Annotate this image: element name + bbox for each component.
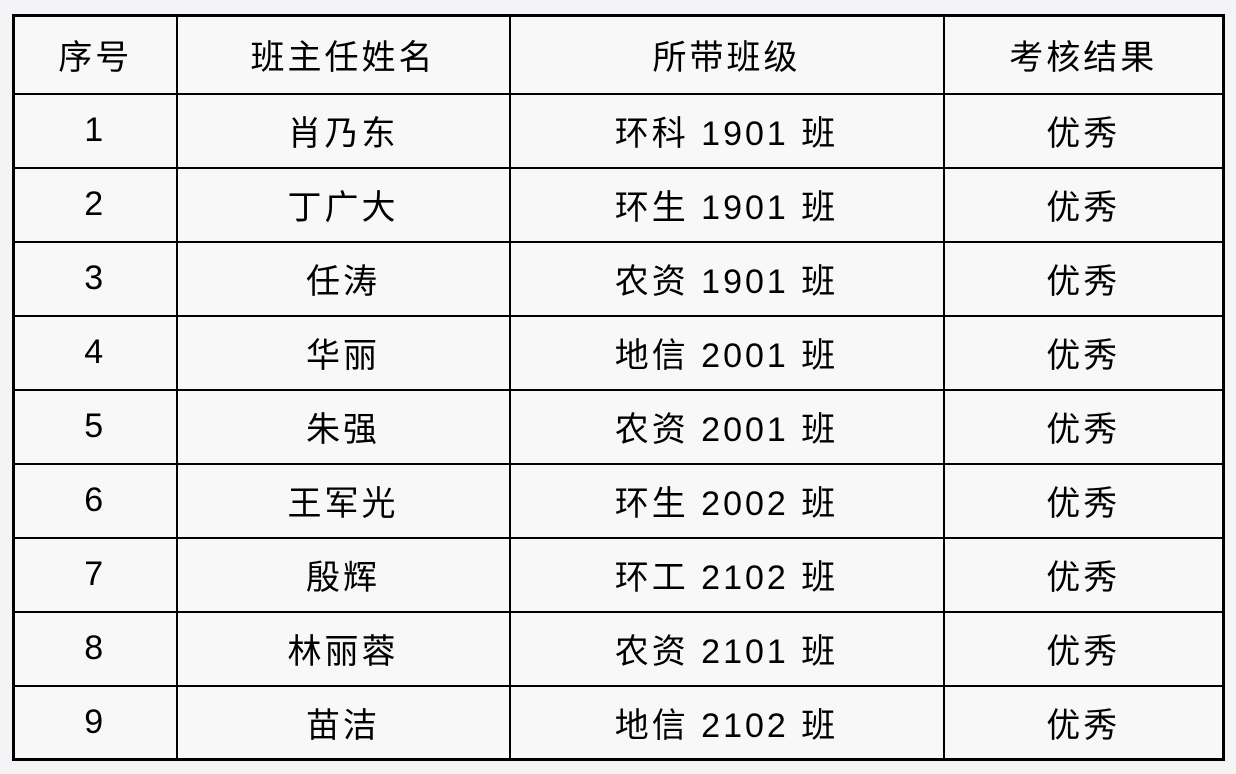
cell-teacher-name: 王军光 [175,462,511,539]
cell-result: 优秀 [942,462,1225,539]
cell-result: 优秀 [942,610,1225,687]
cell-class: 农资 1901 班 [508,240,945,317]
cell-index: 3 [12,240,178,317]
cell-index: 4 [12,314,178,391]
cell-class: 环科 1901 班 [508,92,945,169]
cell-result: 优秀 [942,536,1225,613]
cell-result: 优秀 [942,314,1225,391]
cell-class: 环工 2102 班 [508,536,945,613]
cell-teacher-name: 殷辉 [175,536,511,613]
cell-result: 优秀 [942,166,1225,243]
cell-index: 1 [12,92,178,169]
table-row: 1 肖乃东 环科 1901 班 优秀 [12,92,1225,169]
cell-result: 优秀 [942,92,1225,169]
cell-teacher-name: 肖乃东 [175,92,511,169]
header-cell-class: 所带班级 [508,14,945,95]
cell-teacher-name: 华丽 [175,314,511,391]
table-row: 3 任涛 农资 1901 班 优秀 [12,240,1225,317]
table-row: 8 林丽蓉 农资 2101 班 优秀 [12,610,1225,687]
cell-teacher-name: 任涛 [175,240,511,317]
cell-index: 7 [12,536,178,613]
cell-teacher-name: 朱强 [175,388,511,465]
cell-index: 6 [12,462,178,539]
cell-class: 地信 2001 班 [508,314,945,391]
assessment-results-table: 序号 班主任姓名 所带班级 考核结果 1 肖乃东 环科 1901 班 优秀 2 … [12,14,1225,761]
header-cell-result: 考核结果 [942,14,1225,95]
cell-teacher-name: 苗洁 [175,684,511,761]
cell-result: 优秀 [942,240,1225,317]
table-row: 5 朱强 农资 2001 班 优秀 [12,388,1225,465]
cell-class: 地信 2102 班 [508,684,945,761]
header-cell-teacher-name: 班主任姓名 [175,14,511,95]
cell-class: 农资 2001 班 [508,388,945,465]
cell-class: 环生 1901 班 [508,166,945,243]
header-cell-index: 序号 [12,14,178,95]
cell-index: 2 [12,166,178,243]
table-row: 4 华丽 地信 2001 班 优秀 [12,314,1225,391]
cell-result: 优秀 [942,684,1225,761]
cell-index: 8 [12,610,178,687]
table-header-row: 序号 班主任姓名 所带班级 考核结果 [12,14,1225,95]
cell-index: 9 [12,684,178,761]
cell-index: 5 [12,388,178,465]
cell-result: 优秀 [942,388,1225,465]
table-row: 9 苗洁 地信 2102 班 优秀 [12,684,1225,761]
cell-teacher-name: 丁广大 [175,166,511,243]
table-row: 6 王军光 环生 2002 班 优秀 [12,462,1225,539]
table-row: 2 丁广大 环生 1901 班 优秀 [12,166,1225,243]
cell-class: 农资 2101 班 [508,610,945,687]
cell-teacher-name: 林丽蓉 [175,610,511,687]
table-row: 7 殷辉 环工 2102 班 优秀 [12,536,1225,613]
cell-class: 环生 2002 班 [508,462,945,539]
